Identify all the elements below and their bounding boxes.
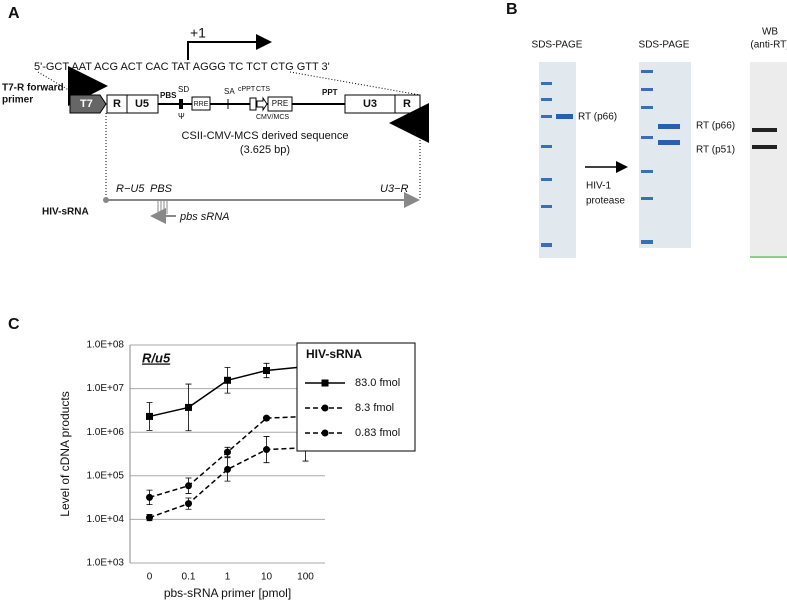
ladder: [541, 82, 552, 247]
element-label: CMV/MCS: [256, 114, 289, 121]
element-label: cPPT: [238, 86, 256, 93]
point: [146, 493, 153, 501]
element-label: PBS: [160, 91, 177, 100]
y-tick-label: 1.0E+04: [86, 514, 124, 525]
element-label: Ψ: [178, 112, 185, 121]
cmv-arrow: [256, 96, 268, 112]
point: [185, 403, 192, 411]
gel-band: [658, 140, 680, 145]
panel-label: C: [8, 316, 20, 333]
legend-label: 8.3 fmol: [355, 402, 394, 414]
y-tick-label: 1.0E+06: [86, 427, 124, 438]
x-tick-label: 10: [261, 572, 273, 583]
zoom-line: [37, 71, 73, 93]
point: [185, 500, 192, 508]
cppt-box: [249, 97, 257, 111]
element-label: PPT: [322, 88, 338, 97]
blot-band: [752, 145, 777, 149]
gel: [539, 62, 576, 258]
point: [146, 412, 153, 420]
y-axis-label: Level of cDNA products: [58, 391, 72, 516]
primer-label: primer: [2, 95, 33, 106]
annotation: R/u5: [142, 350, 171, 365]
y-tick-label: 1.0E+08: [86, 340, 124, 351]
element-label: SD: [178, 85, 189, 94]
rna-name: HIV-sRNA: [42, 207, 89, 218]
panel-label: A: [8, 5, 20, 22]
gel-band: [658, 124, 680, 129]
rre-box: [191, 96, 211, 111]
rna-label: R−U5: [116, 183, 145, 195]
rna-label: PBS: [150, 183, 173, 195]
legend-marker: [321, 404, 329, 412]
band-label: RT (p51): [696, 145, 735, 156]
blot: [750, 62, 787, 258]
legend-label: 83.0 fmol: [355, 377, 400, 389]
band-label: RT (p66): [696, 121, 735, 132]
wb-title: (anti-RT): [750, 40, 787, 51]
point: [224, 376, 231, 384]
wb-title: WB: [762, 27, 778, 38]
element-label: CTS: [256, 86, 270, 93]
blot-band: [752, 128, 777, 132]
element-label: U5: [135, 98, 149, 110]
y-tick-label: 1.0E+05: [86, 470, 124, 481]
pre-box: [267, 96, 293, 112]
element-label: U3: [363, 98, 377, 110]
point: [185, 482, 192, 490]
ladder: [641, 70, 653, 244]
x-axis-label: pbs-sRNA primer [pmol]: [164, 586, 291, 600]
zoom-line: [289, 71, 421, 96]
x-tick-label: 0: [147, 572, 153, 583]
panel-a: A +1 5'-GCT AAT ACG ACT CAC TAT AGGG TC …: [2, 5, 429, 224]
t7-box: [69, 94, 107, 114]
x-tick-label: 100: [297, 572, 314, 583]
gel-title: SDS-PAGE: [532, 40, 583, 51]
element-label: R: [113, 98, 121, 110]
element-label: PRE: [272, 99, 288, 108]
point: [263, 367, 270, 375]
construct-label: CSII-CMV-MCS derived sequence: [182, 130, 349, 142]
y-tick-label: 1.0E+07: [86, 383, 124, 394]
element-label: RRE: [194, 101, 209, 108]
arrow-label: protease: [586, 196, 625, 207]
panel-b: B SDS-PAGE RT (p66) HIV-1 protease SDS-P…: [506, 1, 787, 258]
legend-marker: [321, 429, 329, 437]
band-label: RT (p66): [578, 112, 617, 123]
point: [224, 465, 231, 473]
start-arrow: [187, 34, 272, 60]
gel-band: [556, 114, 573, 119]
primer-label: T7-R forward: [2, 83, 64, 94]
legend-label: 0.83 fmol: [355, 427, 400, 439]
arrow-label: HIV-1: [586, 181, 611, 192]
legend-marker: [321, 379, 329, 387]
construct-label: (3.625 bp): [240, 144, 290, 156]
primer-label: pbs sRNA: [179, 211, 230, 223]
sequence: 5'-GCT AAT ACG ACT CAC TAT AGGG TC TCT C…: [34, 61, 330, 73]
gel: [639, 62, 691, 248]
panel-c: C 1.0E+03 1.0E+04 1.0E+05 1.0E+06 1.0E+07 1.0…: [8, 316, 416, 600]
y-tick-label: 1.0E+03: [86, 558, 124, 569]
sd-mark: [179, 99, 183, 109]
element-label: T7: [80, 98, 93, 110]
point: [263, 446, 270, 454]
point: [224, 448, 231, 456]
series-line: [149, 446, 306, 519]
u5-box: [126, 94, 159, 114]
point: [146, 514, 153, 522]
element-label: R: [403, 98, 411, 110]
legend-title: HIV-sRNA: [306, 347, 362, 361]
rna-label: U3−R: [380, 183, 408, 195]
panel-label: B: [506, 1, 518, 18]
start-label: +1: [190, 25, 206, 41]
point: [263, 414, 270, 422]
hybrid-ticks: [157, 201, 168, 214]
x-tick-label: 0.1: [182, 572, 196, 583]
element-label: SA: [224, 87, 235, 96]
gel-title: SDS-PAGE: [639, 40, 690, 51]
x-tick-label: 1: [225, 572, 231, 583]
